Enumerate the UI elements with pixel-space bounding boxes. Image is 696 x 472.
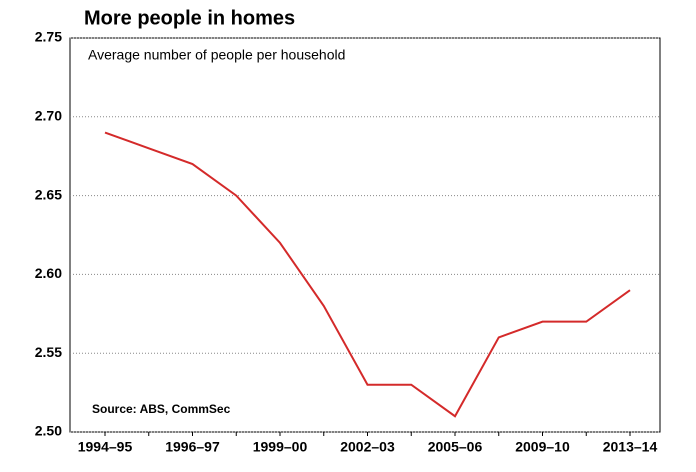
- x-tick-label: 2005–06: [428, 439, 483, 455]
- x-tick-label: 1999–00: [253, 439, 308, 455]
- chart-subtitle: Average number of people per household: [88, 47, 345, 63]
- x-tick-label: 2009–10: [515, 439, 570, 455]
- y-tick-label: 2.75: [35, 29, 62, 45]
- y-tick-label: 2.50: [35, 423, 62, 439]
- x-tick-label: 1994–95: [78, 439, 133, 455]
- x-tick-label: 2002–03: [340, 439, 395, 455]
- chart-title: More people in homes: [84, 7, 295, 29]
- source-note: Source: ABS, CommSec: [92, 402, 231, 416]
- y-tick-label: 2.60: [35, 265, 62, 281]
- y-tick-label: 2.65: [35, 186, 62, 202]
- y-tick-label: 2.55: [35, 344, 62, 360]
- x-tick-label: 2013–14: [603, 439, 658, 455]
- plot-frame: [69, 37, 661, 433]
- x-tick-label: 1996–97: [165, 439, 220, 455]
- data-line: [104, 131, 631, 418]
- y-tick-label: 2.70: [35, 108, 62, 124]
